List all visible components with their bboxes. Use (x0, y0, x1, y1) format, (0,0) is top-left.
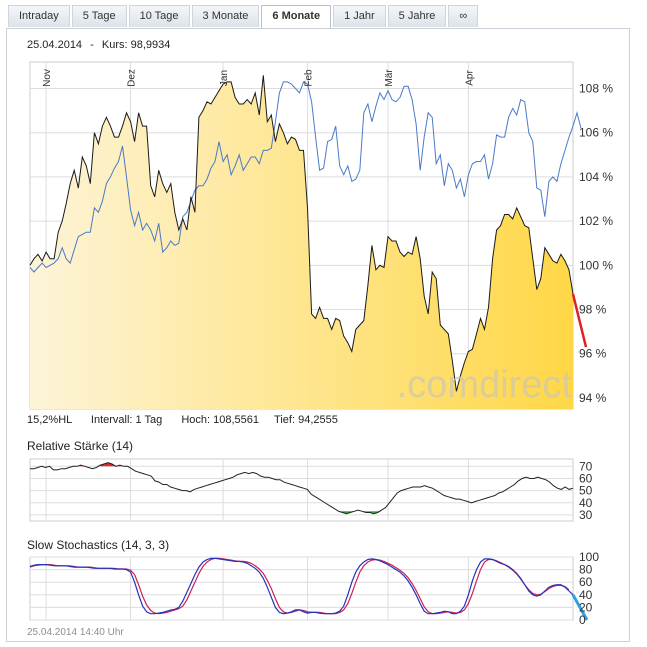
stochastics-k-line (29, 557, 574, 615)
tab-10-tage[interactable]: 10 Tage (128, 5, 190, 27)
rsi-plot-area (29, 458, 574, 522)
price-x-tick-label: Jan (219, 70, 230, 86)
rsi-y-tick-label: 30 (579, 508, 593, 522)
stat-hl: 15,2%HL (27, 414, 72, 426)
price-y-tick-label: 100 % (579, 258, 613, 272)
rsi-y-tick-label: 60 (579, 471, 593, 485)
stochastics-d-line (29, 557, 570, 615)
tab-intraday[interactable]: Intraday (8, 5, 70, 27)
benchmark-line (29, 81, 582, 273)
price-x-tick-label: Apr (464, 70, 475, 86)
price-tail-line (571, 293, 588, 348)
rsi-y-tick-label: 40 (579, 496, 593, 510)
quote-separator: - (90, 39, 94, 51)
tab-5-tage[interactable]: 5 Tage (71, 5, 127, 27)
stochastics-tail-line (571, 594, 589, 621)
rsi-line (30, 462, 574, 515)
rsi-y-tick-label: 70 (579, 459, 593, 473)
tab-max[interactable]: ∞ (448, 5, 479, 27)
price-y-tick-label: 98 % (579, 303, 607, 317)
price-x-tick-label: Mär (384, 69, 395, 87)
price-y-tick-label: 94 % (579, 391, 607, 405)
stochastics-title: Slow Stochastics (14, 3, 3) (27, 538, 170, 552)
price-area (30, 75, 573, 410)
quote-kurs-value: 98,9934 (130, 39, 171, 51)
stochastics-y-tick-label: 0 (579, 613, 586, 627)
stat-low: Tief: 94,2555 (274, 414, 338, 426)
footer-timestamp: 25.04.2014 14:40 Uhr (27, 627, 124, 638)
stochastics-y-tick-label: 60 (579, 575, 593, 589)
stochastics-y-tick-label: 20 (579, 600, 593, 614)
price-x-tick-label: Feb (304, 69, 315, 87)
price-stats: 15,2%HL Intervall: 1 Tag Hoch: 108,5561 … (27, 414, 338, 426)
price-x-tick-label: Dez (127, 69, 138, 87)
quote-date: 25.04.2014 (27, 39, 83, 51)
price-y-tick-label: 102 % (579, 214, 613, 228)
quote-kurs-label: Kurs: (101, 39, 128, 51)
stat-high: Hoch: 108,5561 (181, 414, 259, 426)
price-line (29, 75, 574, 392)
stat-interval: Intervall: 1 Tag (90, 414, 163, 426)
tab-6-monate[interactable]: 6 Monate (261, 5, 332, 28)
tab-1-jahr[interactable]: 1 Jahr (333, 5, 386, 27)
tab-3-monate[interactable]: 3 Monate (191, 5, 260, 27)
price-y-tick-label: 96 % (579, 347, 607, 361)
tab-5-jahre[interactable]: 5 Jahre (387, 5, 447, 27)
stochastics-y-tick-label: 40 (579, 588, 593, 602)
stochastics-y-tick-label: 100 (579, 550, 599, 564)
price-y-tick-label: 104 % (579, 170, 613, 184)
stochastics-y-tick-label: 80 (579, 563, 593, 577)
rsi-y-tick-label: 50 (579, 484, 593, 498)
watermark: .comdirect (397, 364, 573, 406)
price-x-tick-label: Nov (42, 69, 53, 87)
rsi-title: Relative Stärke (14) (27, 439, 134, 453)
price-y-tick-label: 108 % (579, 82, 613, 96)
price-y-tick-label: 106 % (579, 126, 613, 140)
timeframe-tabs: Intraday 5 Tage 10 Tage 3 Monate 6 Monat… (8, 5, 480, 28)
quote-header: 25.04.2014 - Kurs: 98,9934 (27, 39, 170, 51)
